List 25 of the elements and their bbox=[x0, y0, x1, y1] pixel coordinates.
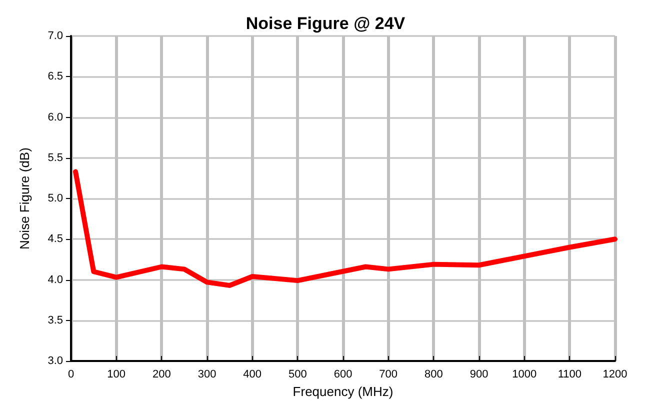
x-tick-label: 200 bbox=[152, 368, 171, 380]
x-tick-label: 0 bbox=[68, 368, 74, 380]
x-tick-label: 1100 bbox=[558, 368, 582, 380]
x-axis-title: Frequency (MHz) bbox=[292, 384, 394, 399]
y-tick-label: 3.0 bbox=[48, 355, 63, 367]
x-tick-label: 1200 bbox=[602, 368, 628, 380]
x-tick-label: 1000 bbox=[512, 368, 537, 380]
x-tick-label: 600 bbox=[334, 368, 352, 380]
x-tick-label: 700 bbox=[379, 368, 398, 380]
x-tick-label: 800 bbox=[424, 368, 443, 380]
y-tick-label: 5.0 bbox=[48, 192, 63, 204]
y-tick-label: 5.5 bbox=[48, 152, 63, 164]
y-tick-label: 4.5 bbox=[48, 233, 63, 246]
x-tick-label: 400 bbox=[243, 368, 262, 380]
y-tick-label: 6.5 bbox=[48, 70, 63, 83]
y-axis-title: Noise Figure (dB) bbox=[17, 148, 32, 250]
y-tick-label: 3.5 bbox=[48, 314, 63, 326]
y-tick-label: 4.0 bbox=[48, 274, 63, 286]
x-tick-label: 100 bbox=[107, 368, 126, 380]
x-tick-label: 300 bbox=[198, 368, 216, 380]
chart-title: Noise Figure @ 24V bbox=[246, 14, 406, 33]
x-tick-label: 500 bbox=[288, 368, 307, 380]
y-tick-label: 6.0 bbox=[48, 111, 63, 124]
y-tick-label: 7.0 bbox=[48, 30, 63, 42]
x-tick-label: 900 bbox=[470, 368, 488, 380]
